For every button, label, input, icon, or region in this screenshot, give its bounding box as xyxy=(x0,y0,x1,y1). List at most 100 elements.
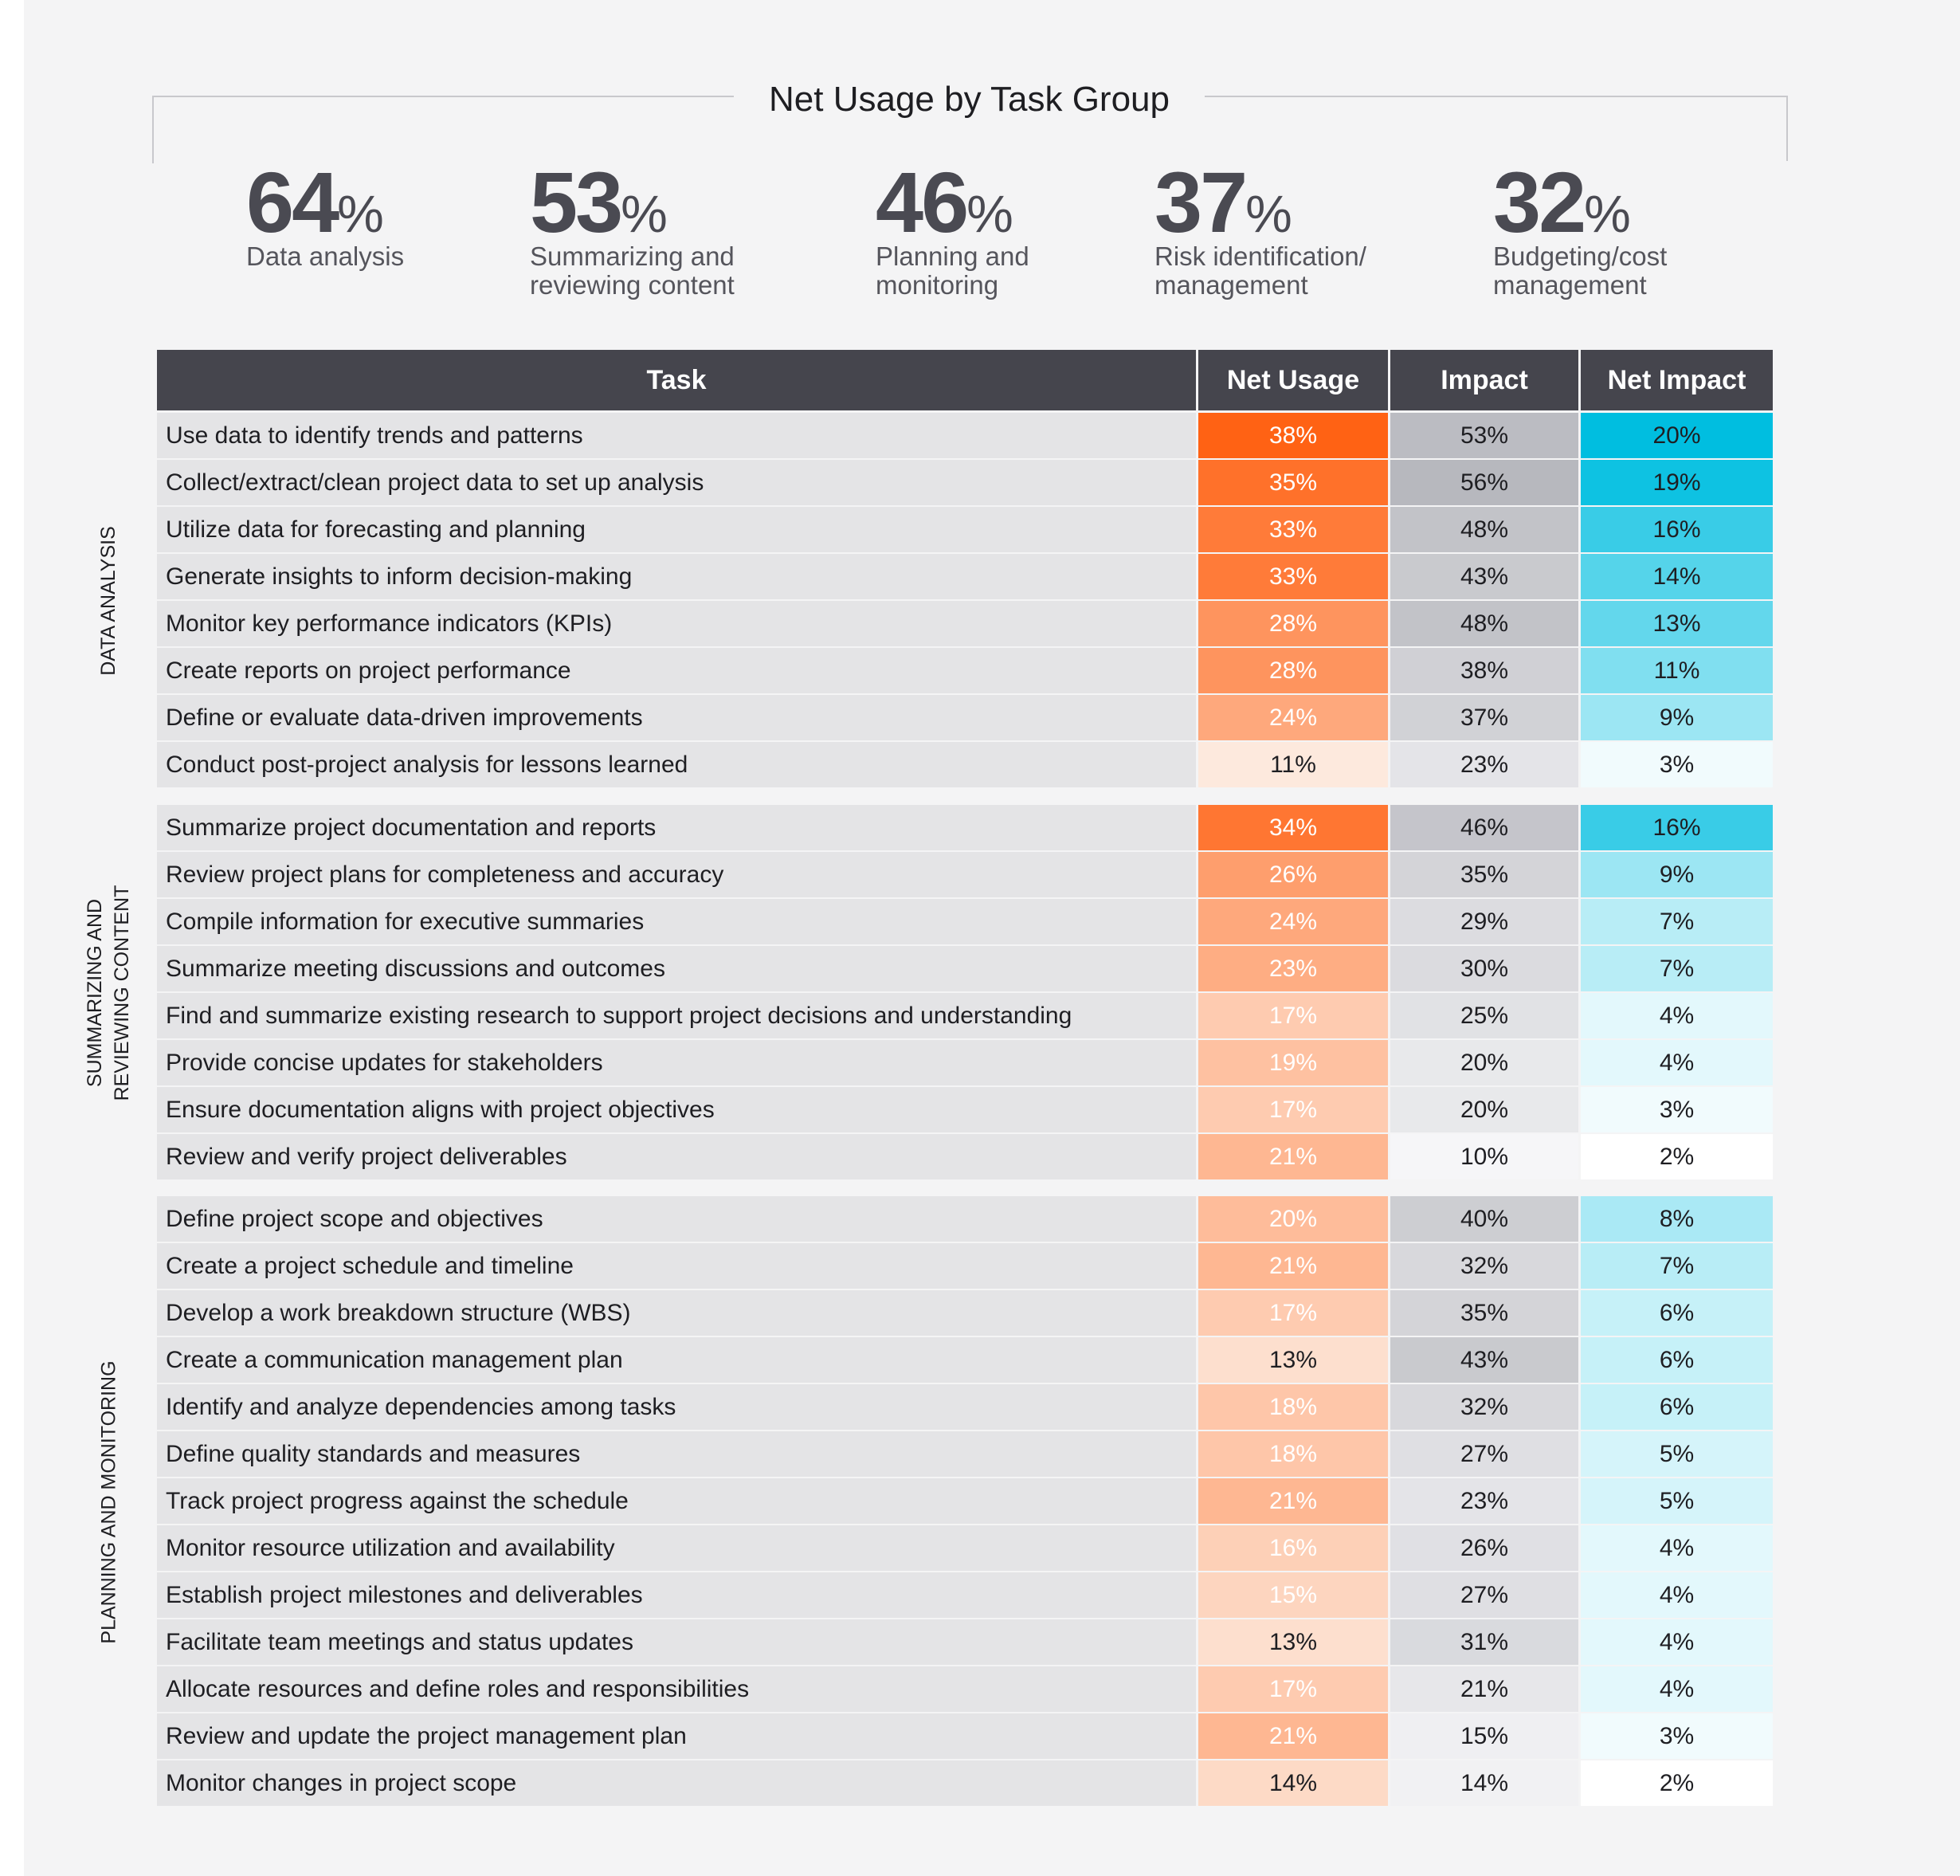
task-cell: Create a project schedule and timeline xyxy=(157,1243,1196,1289)
value-cell: 15% xyxy=(1390,1713,1578,1759)
task-cell: Provide concise updates for stakeholders xyxy=(157,1040,1196,1085)
value-cell: 35% xyxy=(1198,460,1388,505)
task-cell: Create reports on project performance xyxy=(157,648,1196,693)
value-cell: 11% xyxy=(1581,648,1773,693)
task-cell: Generate insights to inform decision-mak… xyxy=(157,554,1196,599)
value-cell: 16% xyxy=(1198,1525,1388,1571)
value-cell: 11% xyxy=(1198,742,1388,787)
value-cell: 32% xyxy=(1390,1384,1578,1430)
value-cell: 43% xyxy=(1390,1337,1578,1383)
stat-label: Budgeting/cost xyxy=(1493,241,1668,271)
value-cell: 6% xyxy=(1581,1384,1773,1430)
value-cell: 4% xyxy=(1581,1572,1773,1618)
group-label: PLANNING AND MONITORING xyxy=(95,1196,122,1807)
value-cell: 6% xyxy=(1581,1290,1773,1336)
value-cell: 28% xyxy=(1198,648,1388,693)
value-cell: 17% xyxy=(1198,1087,1388,1132)
header-cell: Net Impact xyxy=(1581,350,1773,410)
task-cell: Collect/extract/clean project data to se… xyxy=(157,460,1196,505)
stat-label: Summarizing and xyxy=(530,241,735,271)
group-label-line: DATA ANALYSIS xyxy=(97,526,120,676)
group-label: SUMMARIZING AND REVIEWING CONTENT xyxy=(81,805,135,1181)
value-cell: 17% xyxy=(1198,1290,1388,1336)
task-cell: Identify and analyze dependencies among … xyxy=(157,1384,1196,1430)
value-cell: 3% xyxy=(1581,1087,1773,1132)
stat-label: management xyxy=(1493,270,1647,300)
value-cell: 48% xyxy=(1390,507,1578,552)
value-cell: 40% xyxy=(1390,1196,1578,1242)
value-cell: 4% xyxy=(1581,993,1773,1038)
value-cell: 23% xyxy=(1390,1478,1578,1524)
value-cell: 20% xyxy=(1390,1040,1578,1085)
value-cell: 13% xyxy=(1198,1337,1388,1383)
value-cell: 33% xyxy=(1198,507,1388,552)
stat-value: 64% xyxy=(246,154,384,250)
value-cell: 35% xyxy=(1390,1290,1578,1336)
value-cell: 33% xyxy=(1198,554,1388,599)
value-cell: 18% xyxy=(1198,1384,1388,1430)
header-cell: Impact xyxy=(1390,350,1578,410)
header-cell: Net Usage xyxy=(1198,350,1388,410)
value-cell: 35% xyxy=(1390,852,1578,897)
value-cell: 20% xyxy=(1390,1087,1578,1132)
value-cell: 43% xyxy=(1390,554,1578,599)
value-cell: 16% xyxy=(1581,507,1773,552)
value-cell: 19% xyxy=(1581,460,1773,505)
task-cell: Monitor resource utilization and availab… xyxy=(157,1525,1196,1571)
value-cell: 21% xyxy=(1198,1478,1388,1524)
value-cell: 20% xyxy=(1581,413,1773,458)
task-cell: Summarize meeting discussions and outcom… xyxy=(157,946,1196,991)
task-cell: Review project plans for completeness an… xyxy=(157,852,1196,897)
task-cell: Develop a work breakdown structure (WBS) xyxy=(157,1290,1196,1336)
value-cell: 29% xyxy=(1390,899,1578,944)
value-cell: 48% xyxy=(1390,601,1578,646)
value-cell: 4% xyxy=(1581,1040,1773,1085)
value-cell: 9% xyxy=(1581,695,1773,740)
stat-value: 37% xyxy=(1154,154,1292,250)
task-cell: Define or evaluate data-driven improveme… xyxy=(157,695,1196,740)
value-cell: 3% xyxy=(1581,1713,1773,1759)
value-cell: 3% xyxy=(1581,742,1773,787)
task-cell: Utilize data for forecasting and plannin… xyxy=(157,507,1196,552)
stat-label: Data analysis xyxy=(246,241,405,271)
value-cell: 4% xyxy=(1581,1619,1773,1665)
value-cell: 16% xyxy=(1581,805,1773,850)
value-cell: 26% xyxy=(1198,852,1388,897)
task-cell: Create a communication management plan xyxy=(157,1337,1196,1383)
stat-label: Planning and xyxy=(876,241,1029,271)
value-cell: 10% xyxy=(1390,1134,1578,1179)
stat-label: Risk identification/ xyxy=(1154,241,1366,271)
task-cell: Review and update the project management… xyxy=(157,1713,1196,1759)
value-cell: 38% xyxy=(1198,413,1388,458)
value-cell: 31% xyxy=(1390,1619,1578,1665)
bracket xyxy=(152,96,1788,163)
value-cell: 9% xyxy=(1581,852,1773,897)
task-cell: Allocate resources and define roles and … xyxy=(157,1666,1196,1712)
bracket-right xyxy=(1205,96,1788,161)
value-cell: 6% xyxy=(1581,1337,1773,1383)
value-cell: 23% xyxy=(1198,946,1388,991)
value-cell: 5% xyxy=(1581,1478,1773,1524)
value-cell: 21% xyxy=(1390,1666,1578,1712)
value-cell: 30% xyxy=(1390,946,1578,991)
value-cell: 15% xyxy=(1198,1572,1388,1618)
value-cell: 2% xyxy=(1581,1760,1773,1806)
task-cell: Find and summarize existing research to … xyxy=(157,993,1196,1038)
value-cell: 7% xyxy=(1581,946,1773,991)
group-label-line: PLANNING AND MONITORING xyxy=(97,1360,120,1644)
title: Net Usage by Task Group xyxy=(769,80,1170,119)
task-cell: Monitor changes in project scope xyxy=(157,1760,1196,1806)
value-cell: 56% xyxy=(1390,460,1578,505)
task-cell: Facilitate team meetings and status upda… xyxy=(157,1619,1196,1665)
value-cell: 27% xyxy=(1390,1572,1578,1618)
value-cell: 7% xyxy=(1581,1243,1773,1289)
value-cell: 18% xyxy=(1198,1431,1388,1477)
group-label: DATA ANALYSIS xyxy=(95,413,122,789)
value-cell: 17% xyxy=(1198,993,1388,1038)
stat-label: reviewing content xyxy=(530,270,735,300)
task-cell: Conduct post-project analysis for lesson… xyxy=(157,742,1196,787)
task-cell: Establish project milestones and deliver… xyxy=(157,1572,1196,1618)
value-cell: 14% xyxy=(1198,1760,1388,1806)
task-cell: Track project progress against the sched… xyxy=(157,1478,1196,1524)
value-cell: 28% xyxy=(1198,601,1388,646)
